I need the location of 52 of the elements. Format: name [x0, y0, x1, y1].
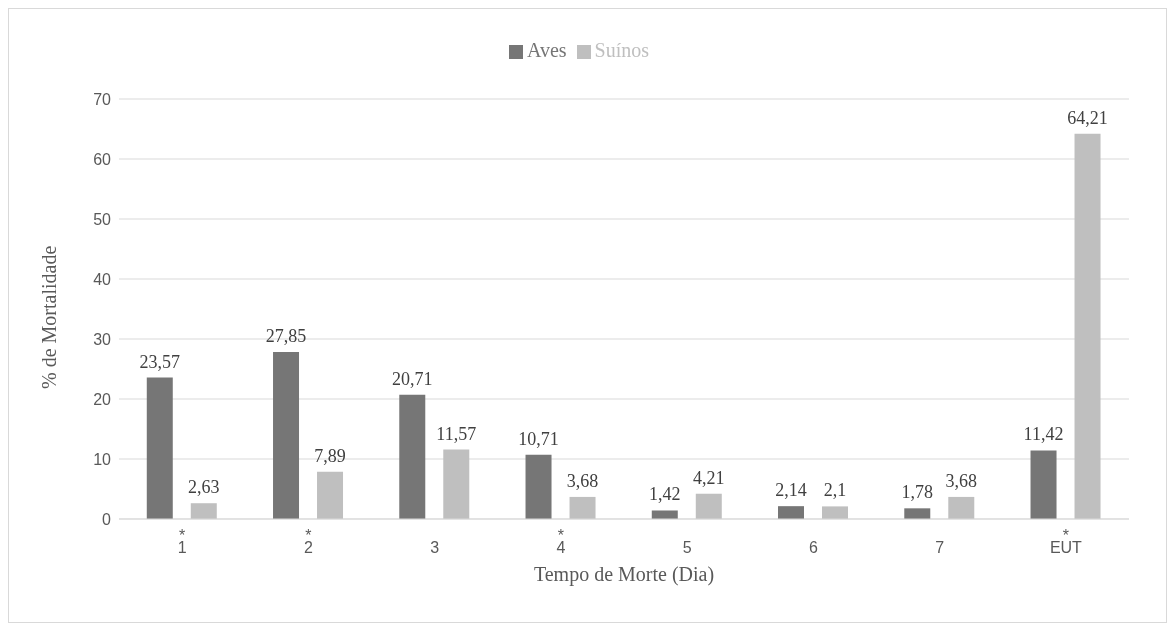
data-label: 3,68	[566, 470, 599, 491]
x-tick-label: 6	[808, 539, 818, 556]
y-tick-label: 30	[93, 330, 112, 348]
bar	[1074, 133, 1101, 519]
x-tick-label: * 2	[303, 527, 313, 556]
data-label: 11,42	[1023, 424, 1064, 445]
x-tick-label: * 4	[556, 527, 566, 556]
data-label: 1,78	[901, 482, 934, 503]
x-tick-label: * 1	[177, 527, 187, 556]
y-axis-title: % de Mortalidade	[38, 245, 61, 389]
bar	[904, 508, 931, 519]
y-tick-label: 70	[93, 90, 112, 108]
data-label: 2,1	[823, 480, 847, 501]
bar	[651, 510, 678, 519]
bar	[695, 493, 722, 519]
y-tick-label: 40	[93, 270, 112, 288]
data-label: 10,71	[518, 428, 559, 449]
data-label: 20,71	[392, 368, 433, 389]
data-label: 27,85	[265, 325, 307, 346]
data-label: 7,89	[314, 445, 346, 466]
bar	[822, 506, 849, 519]
data-label: 2,63	[188, 477, 220, 498]
legend-label: Suínos	[594, 39, 650, 61]
data-label: 11,57	[436, 423, 477, 444]
x-tick-label: * EUT	[1049, 527, 1083, 556]
data-label: 2,14	[775, 480, 807, 501]
data-label: 64,21	[1067, 107, 1108, 128]
y-tick-label: 50	[93, 210, 112, 228]
data-label: 1,42	[649, 484, 681, 505]
y-tick-label: 20	[93, 390, 112, 408]
data-label: 23,57	[139, 351, 181, 372]
data-label: 3,68	[945, 470, 978, 491]
bar	[778, 506, 805, 519]
legend-label: Aves	[526, 39, 567, 61]
x-axis-title: Tempo de Morte (Dia)	[533, 563, 715, 586]
data-label: 4,21	[693, 467, 725, 488]
x-tick-label: 7	[935, 539, 945, 556]
bar	[399, 394, 426, 519]
bar	[146, 377, 173, 519]
bar	[948, 496, 975, 519]
x-tick-label: 3	[430, 539, 440, 556]
bar	[525, 454, 552, 519]
bar	[443, 449, 470, 519]
bar	[317, 471, 344, 519]
bar	[190, 503, 217, 519]
bar	[569, 496, 596, 519]
bar	[273, 351, 300, 519]
x-tick-label: 5	[682, 539, 692, 556]
y-tick-label: 0	[102, 510, 112, 528]
y-tick-label: 10	[93, 450, 112, 468]
bar	[1030, 450, 1057, 519]
y-tick-label: 60	[93, 150, 112, 168]
